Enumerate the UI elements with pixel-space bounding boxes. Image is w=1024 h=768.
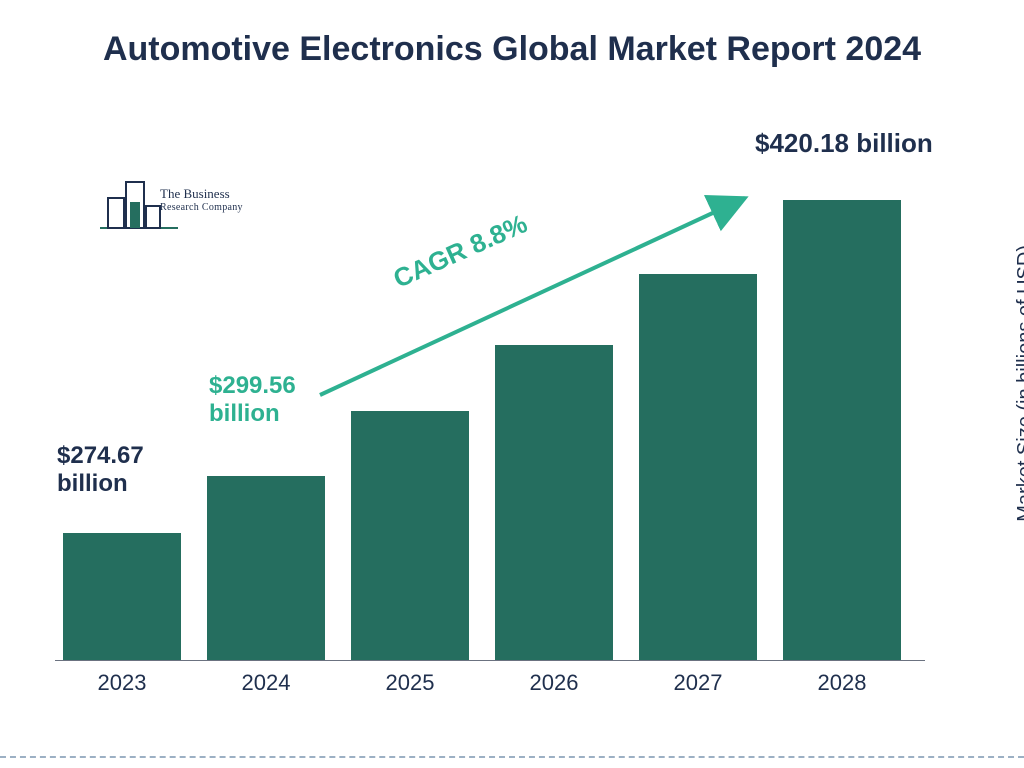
x-axis-line xyxy=(55,660,925,661)
bar-chart: 202320242025202620272028 $274.67 billion… xyxy=(55,160,955,700)
bar xyxy=(207,476,325,660)
value-label-2028: $420.18 billion xyxy=(755,128,975,159)
cagr-arrow-icon xyxy=(305,180,765,410)
x-tick-label: 2026 xyxy=(485,670,623,696)
x-tick-label: 2023 xyxy=(53,670,191,696)
x-tick-label: 2025 xyxy=(341,670,479,696)
footer-divider xyxy=(0,756,1024,758)
value-label-2023: $274.67 billion xyxy=(57,442,187,499)
x-tick-label: 2024 xyxy=(197,670,335,696)
bar xyxy=(351,411,469,660)
bar xyxy=(783,200,901,660)
y-axis-label: Market Size (in billions of USD) xyxy=(1014,245,1024,522)
chart-container: Automotive Electronics Global Market Rep… xyxy=(0,0,1024,768)
x-tick-label: 2027 xyxy=(629,670,767,696)
chart-title: Automotive Electronics Global Market Rep… xyxy=(0,28,1024,71)
bar xyxy=(63,533,181,660)
x-tick-label: 2028 xyxy=(773,670,911,696)
